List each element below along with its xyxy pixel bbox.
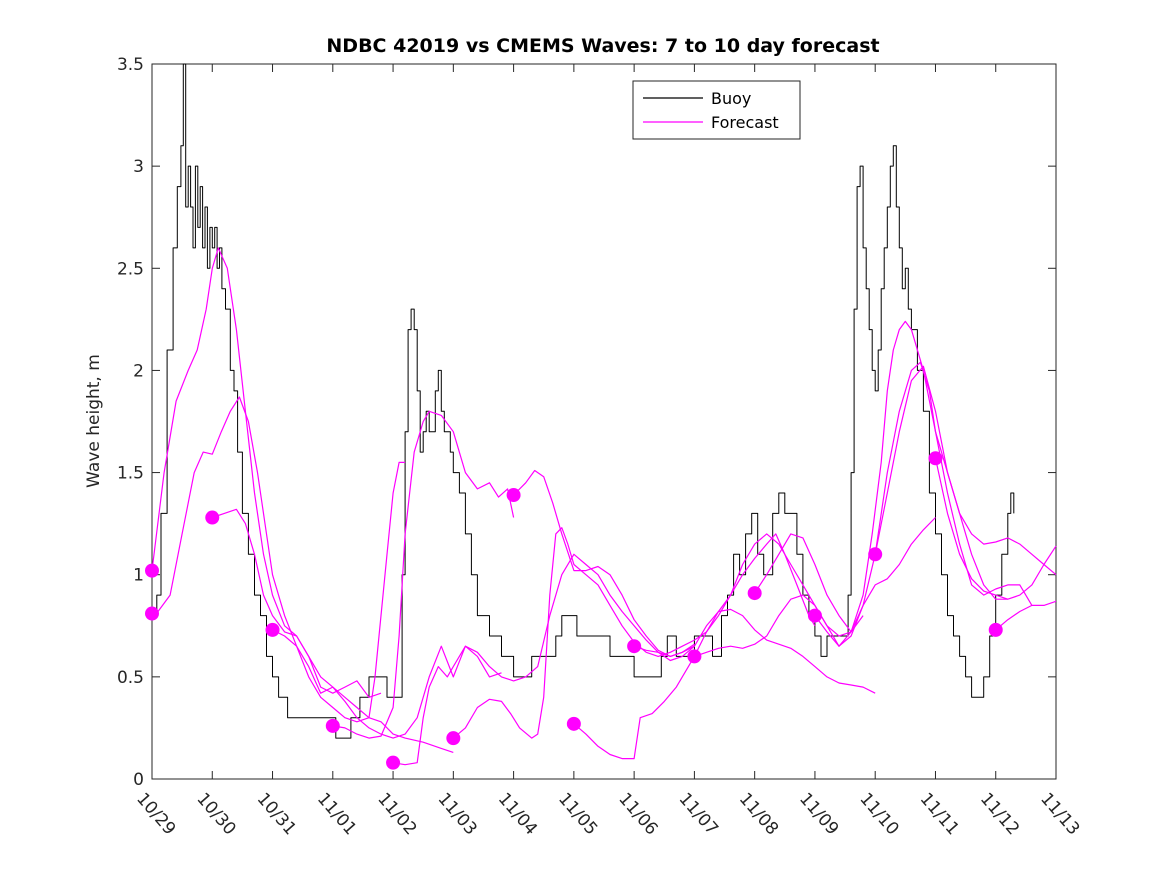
forecast-series-line: [573, 533, 864, 760]
y-tick-label: 0: [133, 770, 144, 790]
forecast-start-marker: [265, 622, 280, 637]
forecast-series-line: [151, 396, 454, 753]
forecast-series-line: [814, 320, 1033, 647]
y-tick-label: 1.5: [117, 464, 144, 484]
chart-title: NDBC 42019 vs CMEMS Waves: 7 to 10 day f…: [326, 35, 879, 57]
legend: Buoy Forecast: [632, 80, 801, 140]
buoy-series-line: [152, 63, 1015, 739]
forecast-series-line: [995, 600, 1057, 631]
forecast-start-marker: [145, 606, 159, 621]
forecast-series-line: [754, 361, 1008, 633]
series-layer: [151, 63, 1057, 766]
y-axis-ticks: 0 0.5 1 1.5 2 2.5 3 3.5: [117, 55, 1056, 790]
forecast-series-line: [393, 553, 695, 766]
forecast-series-line: [934, 458, 1057, 600]
forecast-series-line: [212, 508, 502, 739]
forecast-series-line: [452, 527, 816, 739]
forecast-start-marker: [988, 622, 1003, 637]
forecast-series-line: [694, 517, 936, 657]
forecast-series-line: [513, 469, 695, 657]
forecast-start-marker: [928, 451, 943, 466]
forecast-start-marker: [807, 608, 822, 623]
y-tick-label: 1: [133, 566, 144, 586]
y-tick-label: 3: [133, 157, 144, 177]
legend-label-buoy: Buoy: [711, 89, 751, 108]
plot-area: [151, 63, 1057, 780]
y-axis-label: Wave height, m: [84, 354, 104, 488]
forecast-start-marker: [205, 510, 220, 525]
forecast-start-marker: [868, 547, 883, 562]
y-tick-label: 0.5: [117, 668, 144, 688]
legend-box: [632, 80, 801, 140]
forecast-start-marker: [446, 731, 461, 746]
forecast-start-marker: [687, 649, 702, 664]
forecast-start-marker: [747, 586, 762, 601]
forecast-start-marker: [145, 563, 159, 578]
forecast-start-marker: [566, 716, 581, 731]
marker-layer: [145, 451, 1003, 770]
forecast-start-marker: [386, 755, 401, 770]
forecast-start-marker: [627, 639, 642, 654]
forecast-series-line: [332, 410, 515, 739]
forecast-start-marker: [325, 718, 340, 733]
forecast-start-marker: [506, 488, 521, 503]
forecast-series-line: [874, 365, 1057, 576]
y-tick-label: 3.5: [117, 55, 144, 75]
y-tick-label: 2.5: [117, 259, 144, 279]
y-tick-label: 2: [133, 361, 144, 381]
forecast-series-line: [272, 461, 406, 723]
legend-label-forecast: Forecast: [711, 113, 779, 132]
forecast-series-line: [633, 608, 876, 694]
